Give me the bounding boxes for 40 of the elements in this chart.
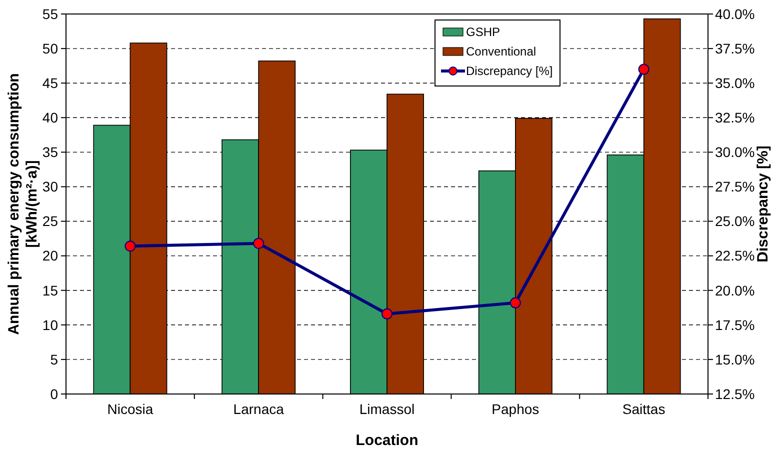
y-tick-label: 20 [42, 248, 58, 264]
y-tick-label: 15 [42, 282, 58, 298]
point [253, 238, 264, 249]
legend-label: Discrepancy [%] [466, 64, 553, 78]
y2-tick-label: 37.5% [715, 40, 755, 56]
y-tick-label: 5 [50, 351, 58, 368]
x-tick-label: Paphos [492, 401, 540, 417]
y2-tick-label: 20.0% [715, 282, 755, 298]
x-tick-label: Limassol [359, 401, 415, 417]
y-tick-label: 40 [42, 110, 58, 126]
y2-tick-label: 17.5% [715, 316, 755, 333]
y2-tick-label: 35.0% [715, 74, 755, 91]
y-tick-label: 35 [42, 144, 58, 160]
point [124, 240, 136, 252]
y-tick-label: 50 [42, 40, 58, 56]
x-tick-label: Nicosia [107, 401, 154, 417]
y-tick-label: 45 [42, 74, 58, 91]
y2-tick-label: 15.0% [715, 351, 755, 368]
y2-tick-label: 32.5% [715, 110, 755, 126]
y-tick-label: 0 [50, 386, 58, 402]
y-axis-title: Annual primary energy consumption [kWh/(m²·a)] [5, 73, 40, 335]
x-tick-label: Larnaca [233, 401, 284, 417]
legend-label: GSHP [466, 25, 500, 40]
y2-tick-label: 12.5% [715, 386, 755, 402]
y2-tick-label: 22.5% [715, 248, 755, 264]
y-tick-label: 25 [42, 213, 58, 230]
x-axis-title: Location [356, 432, 418, 449]
y-tick-label: 10 [42, 316, 58, 333]
legend-label: Conventional [466, 44, 536, 59]
y2-tick-label: 27.5% [715, 178, 755, 195]
x-tick-label: Saittas [622, 401, 666, 417]
point [382, 308, 392, 320]
y2-tick-label: 30.0% [715, 144, 755, 160]
y2-tick-label: 40.0% [715, 6, 755, 22]
y-tick-label: 30 [42, 178, 58, 195]
y2-tick-label: 25.0% [715, 213, 755, 230]
y2-axis-title: Discrepancy [%] [754, 146, 772, 262]
point [510, 297, 521, 308]
point [638, 64, 650, 75]
y-tick-label: 55 [42, 6, 58, 22]
